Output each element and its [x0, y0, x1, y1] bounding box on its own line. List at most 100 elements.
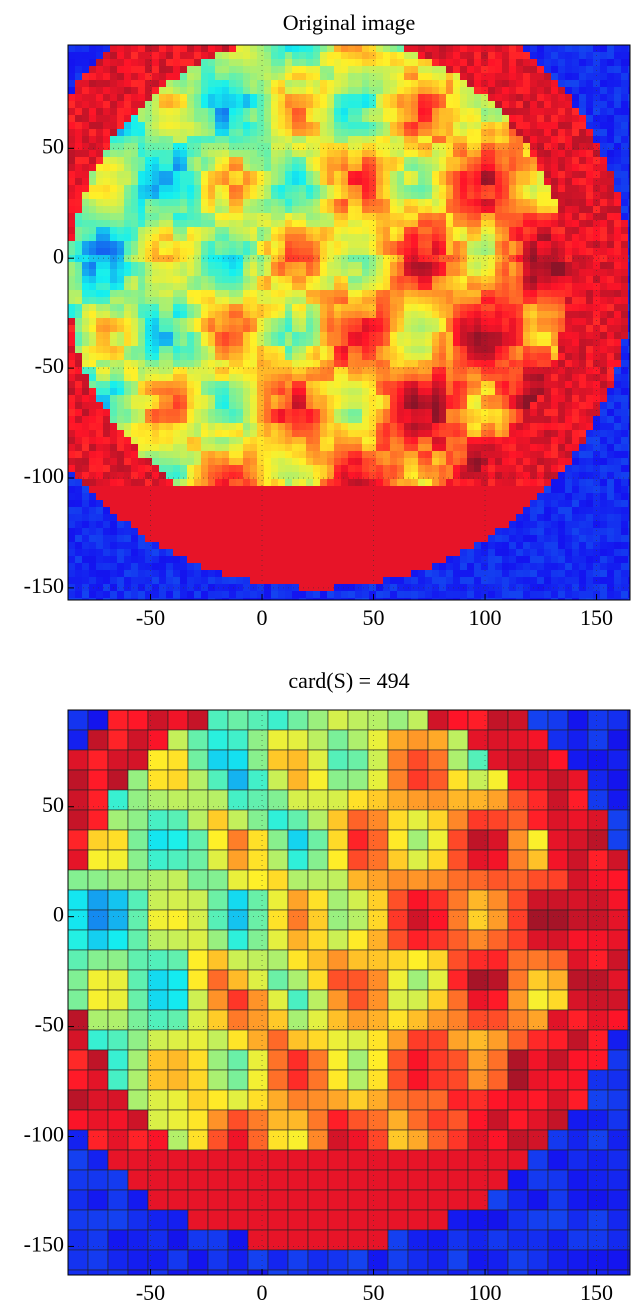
image-cell — [166, 458, 174, 466]
image-cell — [621, 339, 629, 347]
image-cell — [537, 164, 545, 172]
image-cell — [292, 101, 300, 109]
image-cell — [124, 178, 132, 186]
image-cell — [488, 304, 496, 312]
image-cell — [306, 325, 314, 333]
image-cell — [208, 458, 216, 466]
image-cell — [341, 66, 349, 74]
image-cell — [257, 472, 265, 480]
image-cell — [257, 276, 265, 284]
image-cell — [558, 122, 566, 130]
image-cell — [334, 339, 342, 347]
image-cell — [530, 192, 538, 200]
image-cell — [208, 122, 216, 130]
image-cell — [509, 115, 517, 123]
image-cell — [131, 332, 139, 340]
image-cell — [138, 108, 146, 116]
image-cell — [397, 108, 405, 116]
image-cell — [243, 381, 251, 389]
image-cell — [152, 101, 160, 109]
image-cell — [516, 73, 524, 81]
image-cell — [222, 241, 230, 249]
image-cell — [348, 395, 356, 403]
image-cell — [264, 192, 272, 200]
image-cell — [432, 290, 440, 298]
image-cell — [180, 143, 188, 151]
image-cell — [537, 185, 545, 193]
image-cell — [453, 157, 461, 165]
image-cell — [96, 304, 104, 312]
image-cell — [124, 402, 132, 410]
image-cell — [565, 423, 573, 431]
image-cell — [558, 108, 566, 116]
image-cell — [593, 388, 601, 396]
image-cell — [404, 143, 412, 151]
image-cell — [131, 304, 139, 312]
image-cell — [138, 395, 146, 403]
image-cell — [152, 178, 160, 186]
image-cell — [390, 143, 398, 151]
image-cell — [397, 423, 405, 431]
image-cell — [68, 192, 76, 200]
image-cell — [327, 143, 335, 151]
image-cell — [201, 423, 209, 431]
image-cell — [621, 367, 629, 375]
image-cell — [264, 430, 272, 438]
image-cell — [173, 465, 181, 473]
image-cell — [481, 108, 489, 116]
image-cell — [551, 199, 559, 207]
image-cell — [152, 311, 160, 319]
image-cell — [320, 276, 328, 284]
image-cell — [432, 206, 440, 214]
image-cell — [607, 94, 615, 102]
image-cell — [495, 283, 503, 291]
image-cell — [292, 290, 300, 298]
image-cell — [383, 360, 391, 368]
image-cell — [68, 199, 76, 207]
image-cell — [418, 423, 426, 431]
image-cell — [579, 339, 587, 347]
image-cell — [278, 87, 286, 95]
image-cell — [509, 122, 517, 130]
image-cell — [495, 458, 503, 466]
image-cell — [278, 213, 286, 221]
image-cell — [145, 290, 153, 298]
image-cell — [222, 346, 230, 354]
image-cell — [600, 129, 608, 137]
image-cell — [488, 416, 496, 424]
image-cell — [467, 360, 475, 368]
image-cell — [376, 262, 384, 270]
image-cell — [103, 472, 111, 480]
image-cell — [446, 339, 454, 347]
image-cell — [593, 136, 601, 144]
image-cell — [68, 255, 76, 263]
image-cell — [558, 220, 566, 228]
image-cell — [236, 437, 244, 445]
image-cell — [362, 171, 370, 179]
image-cell — [397, 122, 405, 130]
image-cell — [579, 353, 587, 361]
image-cell — [341, 311, 349, 319]
image-cell — [89, 325, 97, 333]
image-cell — [530, 206, 538, 214]
image-cell — [551, 45, 559, 53]
image-cell — [180, 73, 188, 81]
image-cell — [299, 451, 307, 459]
image-cell — [397, 437, 405, 445]
image-cell — [355, 45, 363, 53]
image-cell — [523, 374, 531, 382]
image-cell — [82, 248, 90, 256]
image-cell — [159, 332, 167, 340]
image-cell — [201, 157, 209, 165]
image-cell — [614, 276, 622, 284]
image-cell — [453, 374, 461, 382]
image-cell — [229, 45, 237, 53]
image-cell — [481, 360, 489, 368]
image-cell — [488, 465, 496, 473]
image-cell — [621, 388, 629, 396]
image-cell — [607, 234, 615, 242]
image-cell — [565, 248, 573, 256]
image-cell — [544, 241, 552, 249]
image-cell — [152, 423, 160, 431]
image-cell — [453, 192, 461, 200]
